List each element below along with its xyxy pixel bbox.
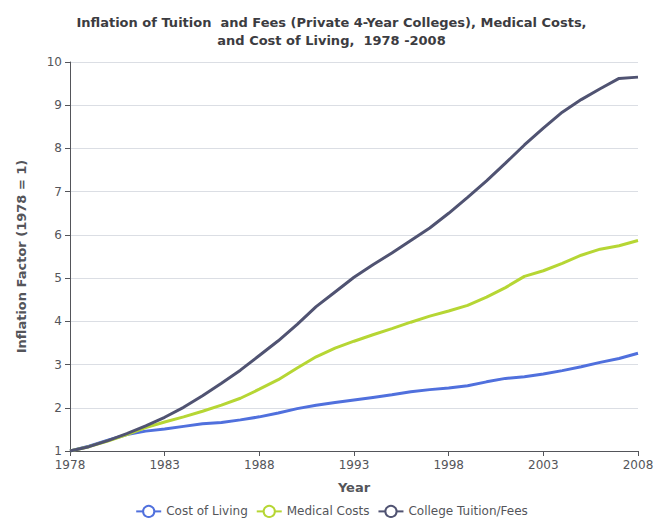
svg-text:3: 3 [54,358,62,372]
svg-text:9: 9 [54,98,62,112]
svg-text:5: 5 [54,271,62,285]
svg-text:Inflation Factor (1978 = 1): Inflation Factor (1978 = 1) [14,160,29,354]
svg-text:1983: 1983 [149,458,180,472]
svg-text:4: 4 [54,314,62,328]
svg-text:Inflation of Tuition and Fees: Inflation of Tuition and Fees (Private 4… [76,15,586,30]
svg-text:10: 10 [47,55,62,69]
svg-text:8: 8 [54,141,62,155]
svg-text:and Cost of Living, 1978 -200: and Cost of Living, 1978 -2008 [217,33,445,48]
svg-text:1: 1 [54,444,62,458]
svg-text:College Tuition/Fees: College Tuition/Fees [408,504,527,518]
svg-text:2003: 2003 [528,458,559,472]
svg-text:2008: 2008 [623,458,654,472]
svg-text:1998: 1998 [433,458,464,472]
svg-text:Year: Year [337,480,371,495]
svg-text:2: 2 [54,401,62,415]
svg-text:1978: 1978 [55,458,86,472]
svg-text:1988: 1988 [244,458,275,472]
svg-text:6: 6 [54,228,62,242]
svg-text:7: 7 [54,185,62,199]
svg-text:1993: 1993 [339,458,370,472]
svg-text:Medical Costs: Medical Costs [287,504,370,518]
svg-text:Cost of Living: Cost of Living [166,504,248,518]
